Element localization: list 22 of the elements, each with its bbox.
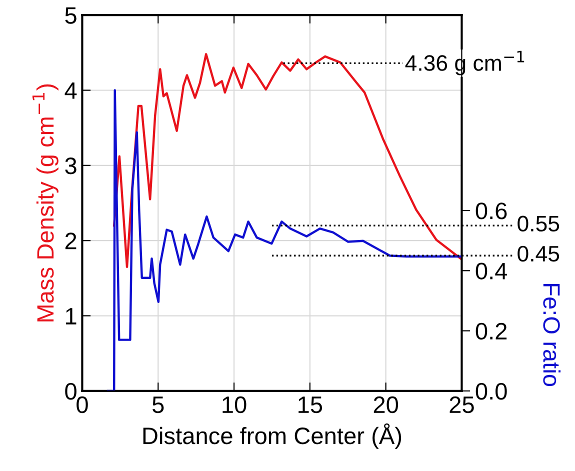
x-tick-label: 5 — [152, 396, 164, 414]
x-tick-label: 0 — [76, 396, 88, 414]
y2-axis-title: Fe:O ratio — [543, 284, 561, 386]
x-tick-label: 25 — [450, 396, 474, 414]
y-tick-label: 4 — [64, 82, 77, 99]
y-tick-label: 2 — [65, 232, 76, 250]
y-tick-label: 5 — [65, 7, 76, 24]
ref-line-label: 0.45 — [518, 246, 560, 262]
y2-tick-label: 0.0 — [476, 383, 507, 400]
y-tick-label: 1 — [66, 308, 76, 324]
y2-tick-label: 0.6 — [476, 202, 507, 220]
y-axis-title: Mass Density (g cm$^{−1}$) — [32, 84, 58, 322]
y-tick-label: 3 — [65, 157, 76, 174]
y2-tick-label: 0.4 — [476, 262, 508, 280]
line-series — [106, 89, 462, 391]
x-tick-label: 20 — [374, 396, 398, 414]
y-tick-label: 0 — [65, 383, 76, 400]
x-axis-title: Distance from Center (Å) — [143, 423, 402, 449]
x-tick-label: 15 — [298, 396, 322, 414]
ref-line-label: 0.55 — [518, 216, 560, 232]
x-tick-label: 10 — [222, 396, 246, 414]
y2-tick-label: 0.2 — [476, 322, 507, 340]
